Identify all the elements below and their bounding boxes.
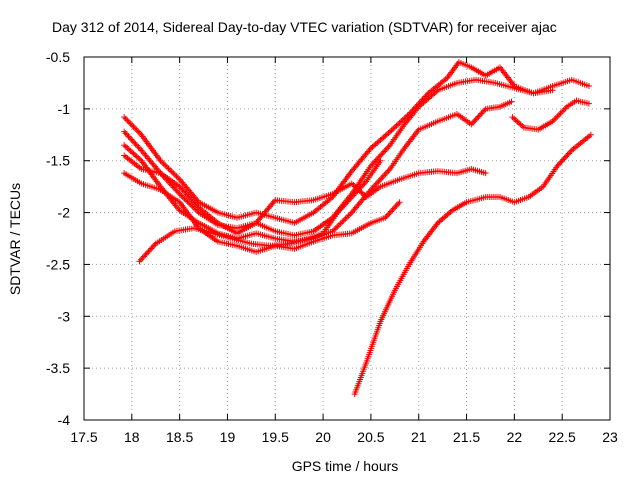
- y-axis-label: SDTVAR / TECUs: [7, 183, 23, 295]
- x-tick-label: 22: [507, 429, 523, 445]
- y-tick-label: -2: [58, 205, 71, 221]
- series-markers: [351, 131, 594, 398]
- axis-ticks: 17.5 18 18.5 19 19.5 20 20.5 21 21.5 22 22.5 23 -4 -3…: [46, 49, 618, 445]
- plot-frame: [83, 56, 611, 421]
- x-tick-label: 21.5: [453, 429, 480, 445]
- y-tick-label: -4: [58, 412, 71, 428]
- series-markers: [121, 152, 489, 237]
- x-tick-label: 18: [124, 429, 140, 445]
- y-tick-label: -3.5: [46, 360, 70, 376]
- y-tick-label: -0.5: [46, 49, 70, 65]
- x-tick-label: 21: [411, 429, 427, 445]
- series-markers: [121, 170, 403, 255]
- series-s6: [136, 157, 384, 265]
- y-tick-label: -1: [58, 101, 71, 117]
- series-line: [123, 100, 512, 243]
- x-axis-label: GPS time / hours: [292, 458, 399, 474]
- series-markers: [136, 157, 384, 265]
- series-markers: [121, 98, 515, 245]
- series-markers: [509, 97, 592, 133]
- y-tick-label: -1.5: [46, 153, 70, 169]
- series-s7: [351, 131, 594, 398]
- series-s4: [121, 152, 489, 237]
- x-tick-label: 19: [220, 429, 236, 445]
- chart-title: Day 312 of 2014, Sidereal Day-to-day VTE…: [52, 19, 557, 35]
- y-tick-label: -3: [58, 308, 71, 324]
- x-tick-label: 20: [315, 429, 331, 445]
- x-tick-label: 23: [602, 429, 618, 445]
- series-layer: [121, 59, 594, 398]
- x-tick-label: 17.5: [70, 429, 97, 445]
- x-tick-label: 22.5: [549, 429, 576, 445]
- series-s8: [509, 97, 592, 133]
- series-s5: [121, 170, 403, 255]
- x-tick-label: 19.5: [262, 429, 289, 445]
- series-s3: [121, 98, 515, 245]
- y-tick-label: -2.5: [46, 256, 70, 272]
- x-tick-label: 18.5: [166, 429, 193, 445]
- x-tick-label: 20.5: [357, 429, 384, 445]
- grid-lines: [84, 57, 610, 420]
